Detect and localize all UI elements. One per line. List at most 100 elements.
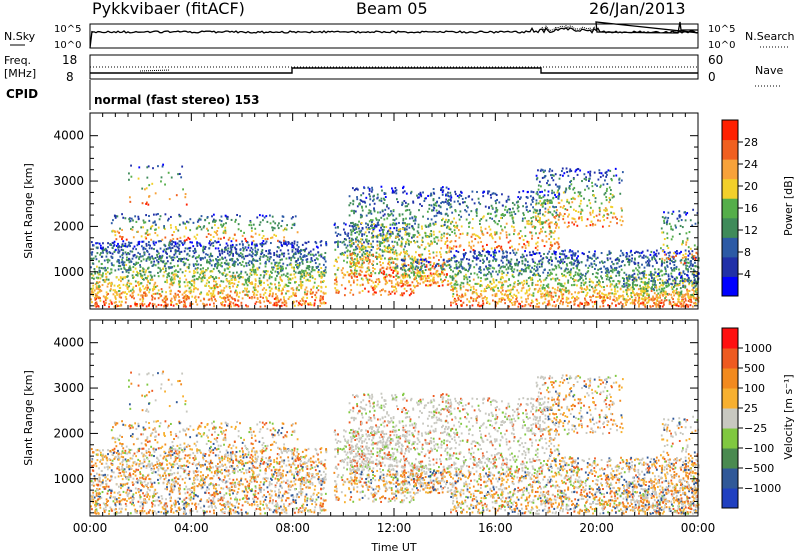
power-cell <box>438 251 441 254</box>
power-cell <box>255 288 257 292</box>
power-cell <box>635 284 637 287</box>
power-cell <box>380 185 383 188</box>
power-cell <box>192 255 195 258</box>
power-cell <box>213 305 215 308</box>
power-cell <box>144 236 147 239</box>
power-cell <box>216 262 219 265</box>
power-cell <box>225 285 228 288</box>
power-cell <box>300 273 303 276</box>
power-cell <box>644 298 647 301</box>
power-cell <box>368 187 371 191</box>
power-cell <box>375 235 378 238</box>
power-cell <box>405 241 408 244</box>
power-cell <box>555 267 558 270</box>
power-cell <box>468 279 471 282</box>
power-cell <box>369 242 372 245</box>
power-cell <box>582 279 585 282</box>
power-cell <box>110 268 112 271</box>
power-cell <box>565 298 568 301</box>
power-cell <box>396 235 399 238</box>
power-cell <box>381 266 384 269</box>
power-cell <box>551 272 553 275</box>
power-cell <box>614 304 617 307</box>
power-cell <box>375 278 378 281</box>
power-cell <box>165 303 168 306</box>
power-cell <box>305 286 308 289</box>
power-cell <box>264 242 267 245</box>
power-cell <box>232 237 235 240</box>
power-cell <box>396 241 399 244</box>
power-cell <box>352 200 355 203</box>
power-cell <box>404 283 407 286</box>
power-cell <box>665 270 667 273</box>
power-cell <box>596 292 599 295</box>
power-cell <box>231 282 234 285</box>
power-cell <box>365 214 368 217</box>
power-cell <box>274 277 277 280</box>
power-cell <box>137 293 140 296</box>
power-cell <box>418 233 421 236</box>
power-cell <box>605 269 608 272</box>
power-cell <box>231 297 234 300</box>
power-cell <box>216 264 219 268</box>
power-cell <box>254 279 257 282</box>
power-cell <box>318 274 321 277</box>
power-cell <box>106 285 109 288</box>
power-cell <box>299 272 302 275</box>
power-cell <box>379 261 381 264</box>
power-cell <box>290 217 293 220</box>
power-cell <box>297 257 300 260</box>
power-cell <box>477 276 480 279</box>
power-cell <box>626 279 629 282</box>
power-cell <box>657 274 659 277</box>
power-cell <box>551 252 554 255</box>
power-cell <box>392 245 395 248</box>
power-cell <box>269 289 272 292</box>
power-cell <box>365 226 368 229</box>
power-cell <box>193 272 195 275</box>
power-cell <box>543 288 546 291</box>
power-cell <box>105 269 108 272</box>
power-cell <box>641 291 644 294</box>
power-cell <box>447 258 450 261</box>
power-cell <box>636 292 638 295</box>
power-cell <box>334 241 336 244</box>
power-cell <box>154 292 157 295</box>
power-cell <box>184 290 187 293</box>
power-cell <box>355 187 357 191</box>
power-cell <box>692 268 695 271</box>
power-cell <box>257 285 260 288</box>
power-cell <box>192 275 195 278</box>
power-cell <box>463 254 465 257</box>
power-cell <box>239 248 242 251</box>
power-cell <box>334 287 337 290</box>
power-cell <box>392 190 395 193</box>
power-cell <box>356 283 359 286</box>
power-cell <box>388 246 390 249</box>
power-cell <box>242 243 244 246</box>
power-cell <box>420 225 423 228</box>
power-cell <box>103 302 106 305</box>
power-cell <box>297 271 300 274</box>
power-cell <box>279 265 282 268</box>
power-cell <box>386 205 388 208</box>
power-cell <box>219 284 221 287</box>
power-cell <box>695 272 698 275</box>
power-cell <box>354 223 357 226</box>
power-cell <box>316 286 318 289</box>
power-cell <box>228 250 231 253</box>
power-cell <box>441 219 443 222</box>
power-cell <box>441 271 444 274</box>
power-cell <box>682 270 685 273</box>
power-cell <box>602 305 605 308</box>
power-cell <box>206 260 208 263</box>
power-cell <box>512 286 514 289</box>
power-cell <box>366 280 369 283</box>
power-cell <box>242 249 245 252</box>
power-cell <box>373 225 376 228</box>
power-cell <box>416 268 419 271</box>
power-cell <box>461 267 464 270</box>
power-cell <box>98 266 101 269</box>
power-cell <box>659 278 662 281</box>
power-cell <box>379 270 381 273</box>
